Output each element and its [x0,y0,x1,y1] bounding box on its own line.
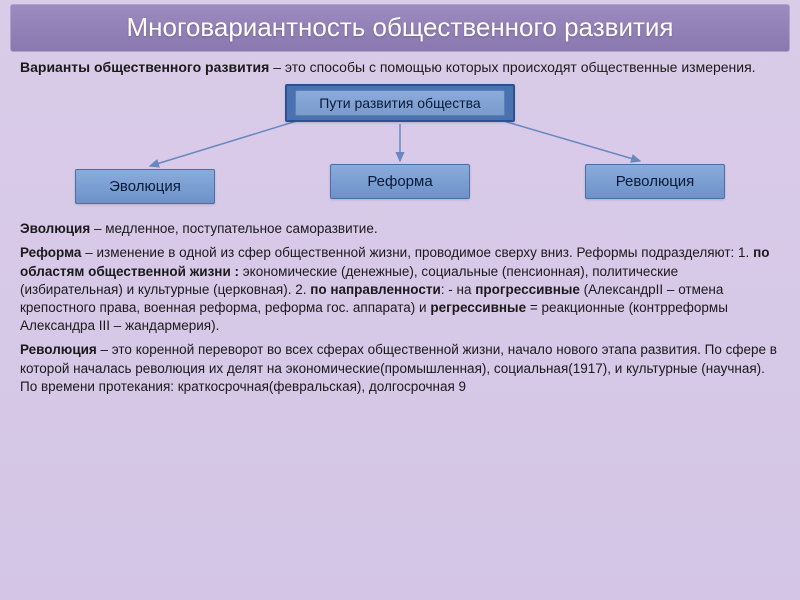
diagram-node-evolution: Эволюция [75,169,215,204]
diagram-root-label: Пути развития общества [295,90,505,116]
diagram: Пути развития общества Эволюция Реформа … [20,84,780,214]
slide-header: Многовариантность общественного развития [10,4,790,52]
def-reform-term: Реформа [20,245,81,260]
def-revolution-term: Революция [20,342,97,357]
def-reform-b3: прогрессивные [475,282,580,297]
diagram-node-revolution: Революция [585,164,725,199]
def-reform-b4: регрессивные [430,300,526,315]
content-area: Варианты общественного развития – это сп… [0,48,800,412]
def-evolution: Эволюция – медленное, поступательное сам… [20,220,780,238]
header-title: Многовариантность общественного развития [126,12,673,42]
intro-bold: Варианты общественного развития [20,59,269,75]
def-reform-text-a: – изменение в одной из сфер общественной… [81,245,753,260]
def-revolution-text: – это коренной переворот во всех сферах … [20,342,777,393]
intro-rest: – это способы с помощью которых происход… [269,59,755,75]
def-reform-b2: по направленности [310,282,441,297]
definitions: Эволюция – медленное, поступательное сам… [20,220,780,396]
diagram-node-reform: Реформа [330,164,470,199]
slide: Многовариантность общественного развития… [0,0,800,600]
def-reform: Реформа – изменение в одной из сфер обще… [20,244,780,335]
def-revolution: Революция – это коренной переворот во вс… [20,341,780,396]
def-reform-text-c: : - на [441,282,475,297]
def-evolution-text: – медленное, поступательное саморазвитие… [90,221,377,236]
intro-text: Варианты общественного развития – это сп… [20,58,780,76]
def-evolution-term: Эволюция [20,221,90,236]
diagram-root-node: Пути развития общества [285,84,515,122]
